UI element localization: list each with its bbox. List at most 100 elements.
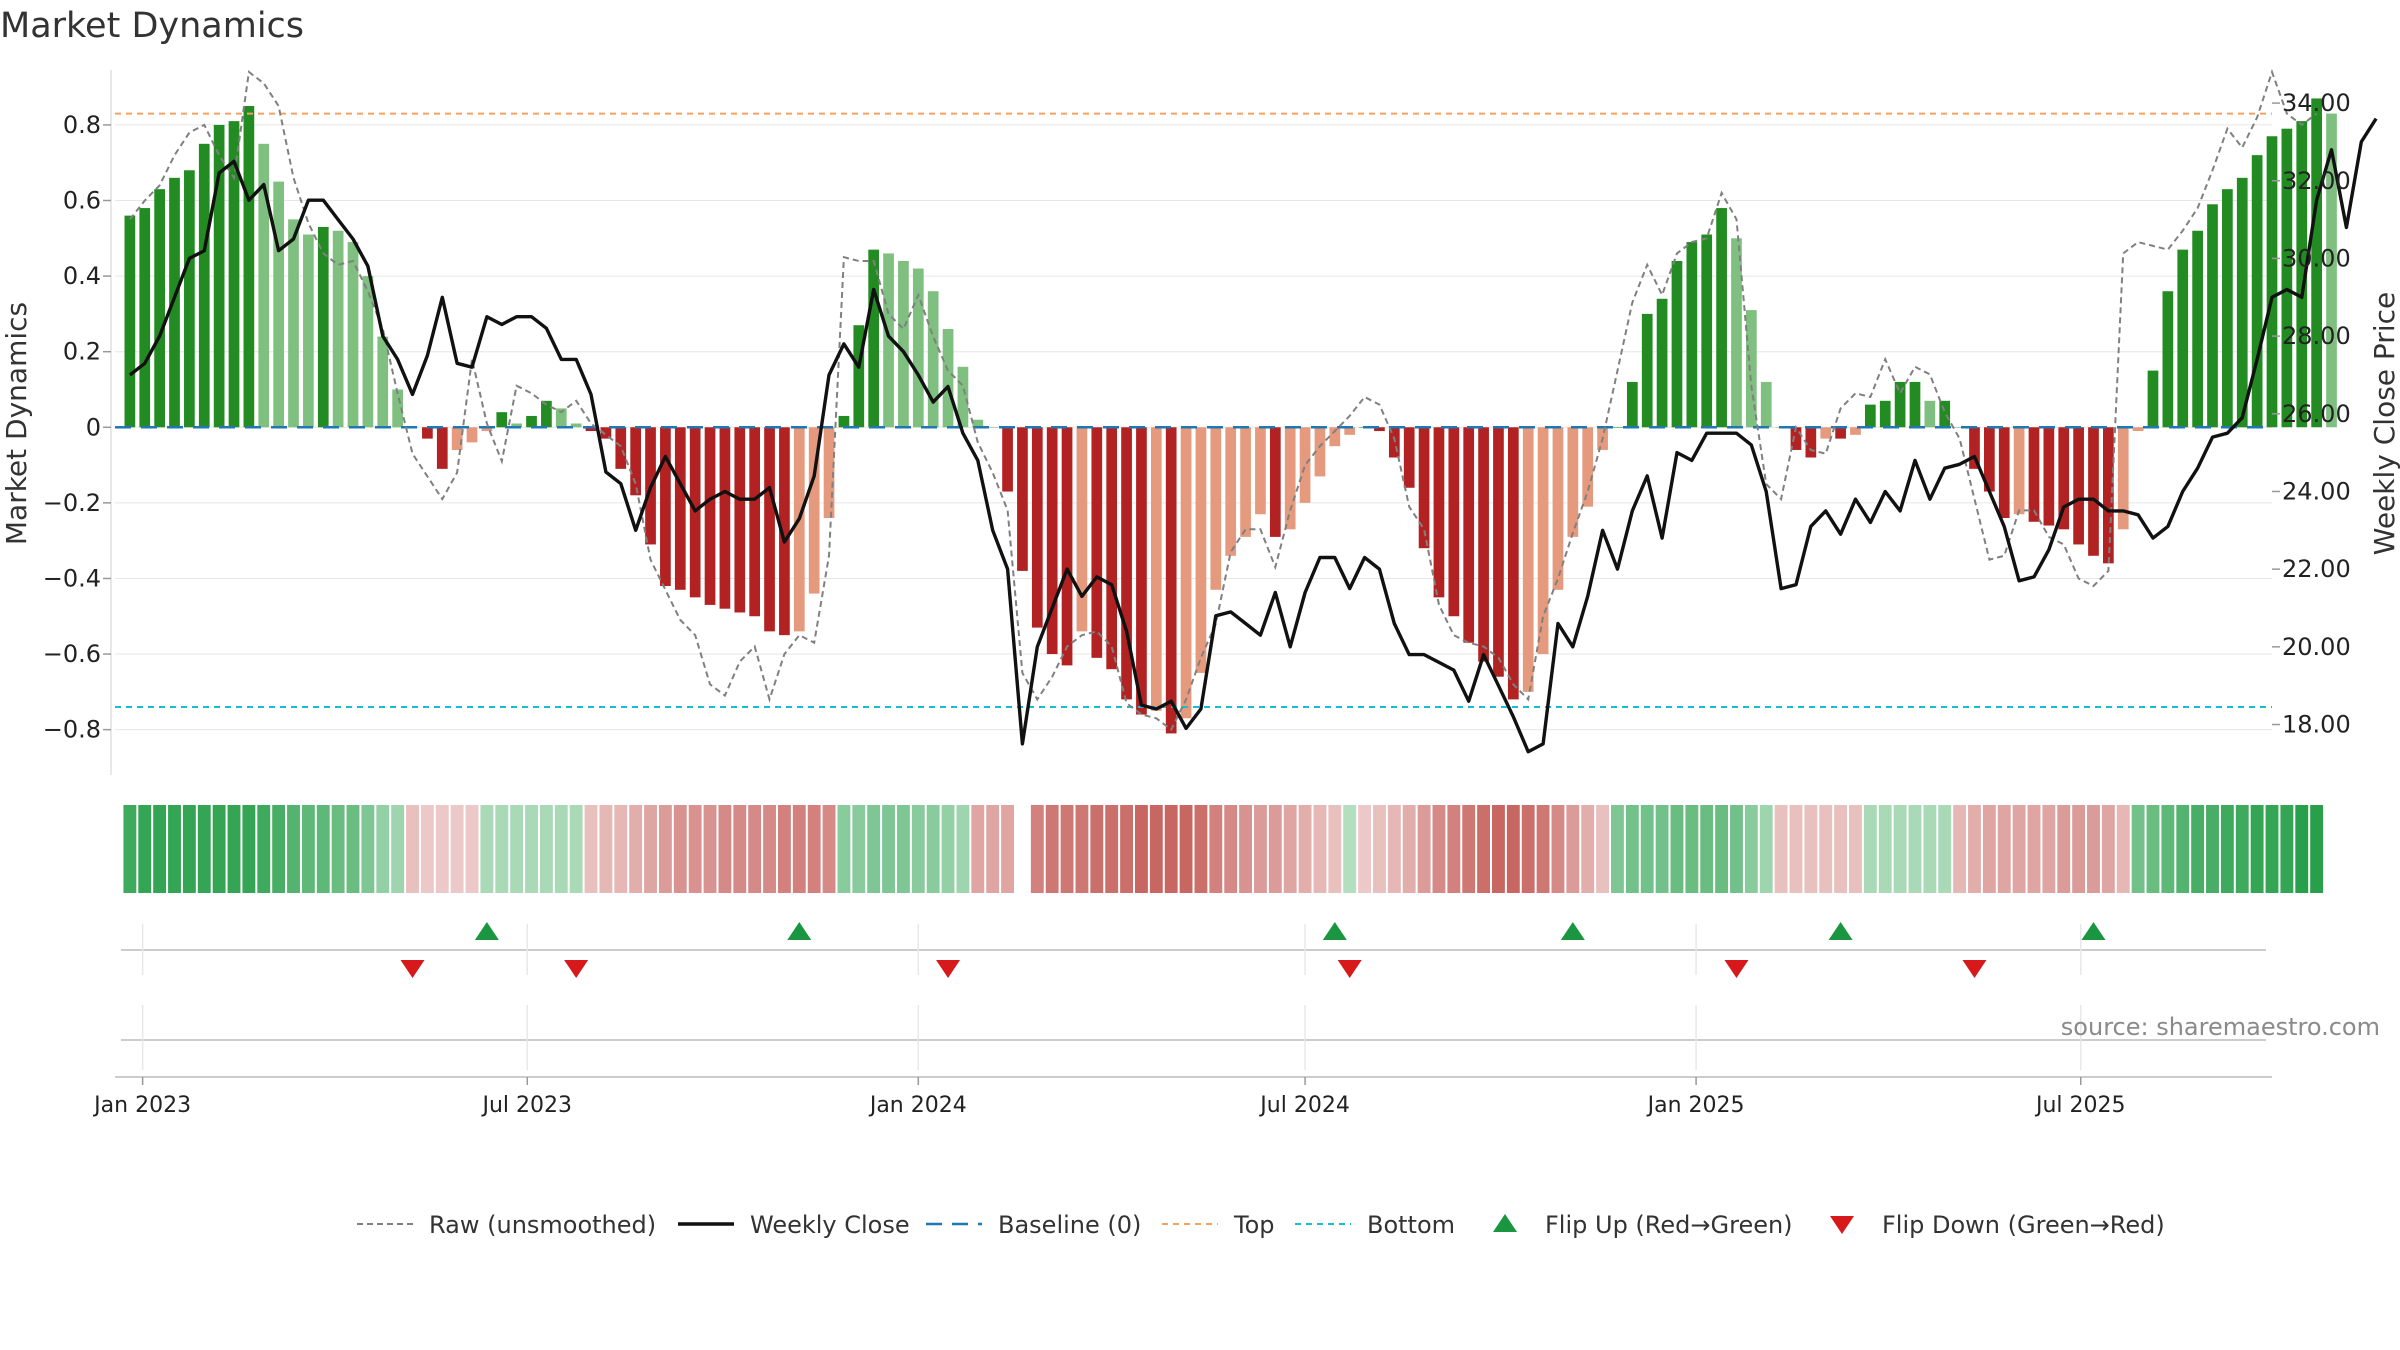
dynamics-bar	[630, 427, 642, 496]
dynamics-bar	[2266, 136, 2278, 428]
dynamics-bar	[2147, 370, 2159, 428]
dynamics-bar	[883, 253, 894, 428]
trend-strip-cell	[2101, 805, 2115, 893]
dynamics-bar	[957, 366, 969, 428]
dynamics-bar	[2236, 177, 2248, 428]
dynamics-bar	[600, 427, 612, 439]
trend-strip-cell	[480, 805, 494, 893]
dynamics-bar	[1478, 427, 1489, 662]
y2-tick-label: 34.00	[2282, 89, 2351, 117]
dynamics-bar	[2103, 427, 2114, 564]
dynamics-bar	[347, 242, 359, 428]
dynamics-bar	[1954, 427, 1965, 428]
dynamics-bar	[2311, 98, 2322, 428]
trend-strip-cell	[2146, 805, 2160, 893]
dynamics-bar	[942, 329, 954, 428]
dynamics-bar	[362, 276, 374, 428]
dynamics-bar	[2028, 427, 2040, 522]
dynamics-bar	[496, 412, 508, 428]
grid-lines	[115, 124, 2272, 731]
dynamics-bar	[1864, 404, 1876, 428]
dynamics-bar	[2177, 249, 2189, 428]
raw-series	[129, 68, 2318, 732]
trend-strip-cell	[2220, 805, 2234, 893]
dynamics-bar	[436, 427, 448, 469]
y-tick-label: 0.6	[63, 187, 101, 215]
trend-strip-cell	[867, 805, 881, 893]
dynamics-bar	[1136, 427, 1147, 715]
price-series	[128, 117, 2378, 754]
trend-strip-cell	[1149, 805, 1163, 893]
trend-strip-cell	[1700, 805, 1714, 893]
dynamics-bar	[1924, 400, 1936, 428]
dynamics-bar	[303, 234, 314, 428]
dynamics-bar	[2132, 427, 2144, 432]
trend-strip-cell	[658, 805, 672, 893]
dynamics-bar	[2296, 121, 2308, 428]
flip-down-marker	[400, 960, 425, 978]
dynamics-bar	[526, 415, 537, 428]
trend-strip-cell	[688, 805, 702, 893]
dynamics-bar	[674, 427, 686, 590]
trend-strip-cell	[2176, 805, 2190, 893]
trend-strip-cell	[777, 805, 791, 893]
trend-strip-cell	[1030, 805, 1044, 893]
trend-strip-cell	[391, 805, 405, 893]
trend-strip-cell	[1492, 805, 1505, 893]
y-tick-label: −0.6	[43, 640, 101, 668]
dynamics-bar	[154, 189, 165, 428]
y2-tick-label: 18.00	[2282, 711, 2351, 739]
x-tick-label: Jul 2025	[2034, 1093, 2126, 1118]
y2-tick-label: 20.00	[2282, 633, 2351, 661]
dynamics-bar	[868, 249, 880, 428]
trend-strip-cell	[2027, 805, 2041, 893]
y-tick-label: −0.4	[43, 564, 101, 592]
price-line	[128, 117, 2378, 754]
trend-strip-cell	[331, 805, 345, 893]
dynamics-bar	[1091, 427, 1103, 658]
trend-strip-cell	[2191, 805, 2205, 893]
y-tick-label: −0.8	[43, 716, 101, 744]
flip-down-marker	[1724, 960, 1749, 978]
reference-lines	[115, 112, 2272, 708]
trend-strip-cell	[2280, 805, 2294, 893]
dynamics-bar	[2251, 155, 2263, 428]
x-tick-label: Jul 2024	[1258, 1093, 1350, 1118]
legend-label: Bottom	[1367, 1211, 1455, 1239]
dynamics-bar	[1686, 242, 1698, 428]
trend-strip-cell	[1343, 805, 1357, 893]
trend-strip-cell	[644, 805, 657, 893]
x-tick-label: Jan 2025	[1646, 1093, 1745, 1118]
trend-strip-cell	[1254, 805, 1267, 893]
dynamics-bar	[481, 427, 493, 432]
dynamics-bar	[808, 427, 820, 594]
dynamics-bar	[1805, 427, 1817, 458]
trend-strip-cell	[1759, 805, 1773, 893]
trend-strip-cell	[1283, 805, 1297, 893]
trend-strip-cell	[1953, 805, 1967, 893]
dynamics-bar	[1061, 427, 1073, 666]
dynamics-bar	[466, 427, 478, 443]
y-tick-label: 0.4	[63, 262, 101, 290]
dynamics-bar	[793, 427, 805, 632]
legend-label: Flip Up (Red→Green)	[1545, 1211, 1793, 1239]
trend-strip-cell	[1923, 805, 1937, 893]
legend-raw: Raw (unsmoothed)	[357, 1211, 656, 1239]
trend-strip-cell	[1298, 805, 1312, 893]
dynamics-bar	[585, 427, 597, 432]
trend-strip-cell	[1849, 805, 1862, 893]
dynamics-bar	[1760, 381, 1772, 428]
y-axis-title: Market Dynamics	[0, 302, 33, 545]
trend-strip-cell	[599, 805, 613, 893]
trend-strip-cell	[1640, 805, 1654, 893]
dynamics-bar	[1493, 427, 1504, 677]
dynamics-bar	[228, 121, 240, 428]
legend-swatch	[1493, 1214, 1517, 1232]
trend-strip-cell	[1506, 805, 1520, 893]
trend-strip-cell	[2310, 805, 2324, 893]
trend-strip-cell	[316, 805, 330, 893]
trend-strip-cell	[1134, 805, 1148, 893]
legend-flip-down: Flip Down (Green→Red)	[1830, 1211, 2165, 1239]
trend-strip-cell	[1045, 805, 1059, 893]
dynamics-bar	[243, 106, 255, 428]
